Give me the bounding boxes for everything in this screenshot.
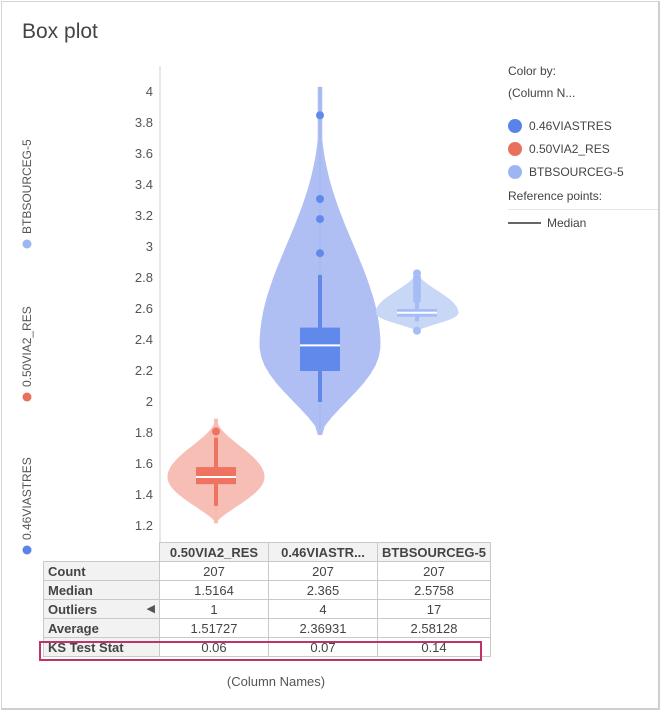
- category-dot-icon: [22, 545, 32, 555]
- y-tick-label: 3.6: [135, 146, 153, 161]
- table-cell: 0.06: [159, 637, 269, 657]
- y-tick-label: 1.4: [135, 487, 153, 502]
- table-row-median: Median 1.5164 2.365 2.5758: [43, 580, 492, 600]
- outlier-point[interactable]: [212, 427, 220, 436]
- outlier-point[interactable]: [316, 249, 324, 258]
- legend-swatch-icon: [508, 118, 522, 133]
- legend-reference-label: Median: [547, 216, 587, 230]
- legend-item-label: 0.50VIA2_RES: [529, 141, 610, 156]
- legend: Color by: (Column N... 0.46VIASTRES 0.50…: [508, 62, 658, 236]
- table-row-header: Count: [43, 561, 160, 581]
- table-cell: 1.51727: [159, 618, 269, 638]
- y-tick-label: 4: [146, 84, 153, 99]
- table-cell: 0.14: [376, 637, 492, 657]
- y-tick-label: 3: [146, 239, 153, 254]
- y-tick-label: 1.2: [135, 518, 153, 533]
- reference-points-label: Reference points:: [508, 189, 658, 210]
- table-row-header: KS Test Stat: [43, 637, 160, 657]
- category-dot-icon: [22, 239, 32, 249]
- table-column-header[interactable]: 0.46VIASTR...: [268, 542, 378, 562]
- legend-item-050via2-res[interactable]: 0.50VIA2_RES: [508, 137, 658, 160]
- legend-item-label: 0.46VIASTRES: [529, 118, 612, 133]
- table-cell: 0.07: [268, 637, 378, 657]
- y-tick-label: 3.8: [135, 115, 153, 130]
- y-tick-label: 1.8: [135, 425, 153, 440]
- outlier-point[interactable]: [316, 111, 324, 120]
- y-tick-label: 3.2: [135, 208, 153, 223]
- y-tick-label: 2.6: [135, 301, 153, 316]
- table-cell: 207: [159, 561, 269, 581]
- category-axis-label: BTBSOURCEG-5: [20, 139, 34, 234]
- series-0.46VIASTRES[interactable]: [259, 86, 381, 435]
- table-header-row: 0.50VIA2_RES 0.46VIASTR... BTBSOURCEG-5: [44, 542, 492, 562]
- statistics-table: 0.50VIA2_RES 0.46VIASTR... BTBSOURCEG-5 …: [43, 542, 492, 657]
- table-column-header[interactable]: 0.50VIA2_RES: [159, 542, 269, 562]
- legend-swatch-icon: [508, 141, 522, 156]
- series-BTBSOURCEG-5[interactable]: [375, 269, 459, 335]
- chart-title: Box plot: [22, 20, 98, 43]
- outlier-point[interactable]: [413, 269, 421, 278]
- y-tick-label: 2.8: [135, 270, 153, 285]
- table-cell: 2.58128: [376, 618, 492, 638]
- y-tick-label: 3.4: [135, 177, 153, 192]
- color-by-label: Color by:: [508, 64, 557, 78]
- legend-item-label: BTBSOURCEG-5: [529, 164, 624, 179]
- outlier-point[interactable]: [413, 326, 421, 335]
- y-tick-label: 2.2: [135, 363, 153, 378]
- legend-reference-median[interactable]: Median: [508, 210, 658, 236]
- table-row-ks-test-stat: KS Test Stat 0.06 0.07 0.14: [43, 637, 492, 657]
- expand-left-icon[interactable]: ◀: [146, 602, 155, 615]
- box-iqr[interactable]: [196, 467, 236, 485]
- category-axis-label: 0.50VIA2_RES: [20, 306, 34, 387]
- table-row-header: Median: [43, 580, 160, 600]
- legend-swatch-icon: [508, 164, 522, 179]
- table-cell: 1: [159, 599, 269, 619]
- x-axis-label: (Column Names): [226, 674, 326, 689]
- outlier-point[interactable]: [316, 194, 324, 203]
- color-by-selector[interactable]: (Column N...: [508, 86, 576, 100]
- table-row-count: Count 207 207 207: [43, 561, 492, 581]
- table-cell: 17: [376, 599, 492, 619]
- table-cell: 207: [268, 561, 378, 581]
- table-row-header[interactable]: Outliers ◀: [43, 599, 160, 619]
- table-cell: 207: [376, 561, 492, 581]
- y-tick-label: 2.4: [135, 332, 153, 347]
- table-row-header: Average: [43, 618, 160, 638]
- median-line-icon: [508, 222, 541, 224]
- category-dot-icon: [22, 392, 32, 402]
- table-cell: 4: [268, 599, 378, 619]
- legend-item-btbsourceg-5[interactable]: BTBSOURCEG-5: [508, 160, 658, 183]
- series-0.50VIA2_RES[interactable]: [167, 418, 265, 524]
- table-cell: 2.36931: [268, 618, 378, 638]
- outlier-point[interactable]: [316, 215, 324, 224]
- y-tick-label: 2: [146, 394, 153, 409]
- category-axis-label: 0.46VIASTRES: [20, 457, 34, 540]
- table-cell: 2.5758: [376, 580, 492, 600]
- y-tick-label: 1.6: [135, 456, 153, 471]
- table-row-header-label: Outliers: [48, 601, 98, 617]
- box-iqr[interactable]: [300, 327, 340, 371]
- table-cell: 2.365: [268, 580, 378, 600]
- table-column-header[interactable]: BTBSOURCEG-5: [376, 542, 492, 562]
- table-row-average: Average 1.51727 2.36931 2.58128: [43, 618, 492, 638]
- table-row-outliers: Outliers ◀ 1 4 17: [43, 599, 492, 619]
- table-cell: 1.5164: [159, 580, 269, 600]
- legend-item-046viastres[interactable]: 0.46VIASTRES: [508, 114, 658, 137]
